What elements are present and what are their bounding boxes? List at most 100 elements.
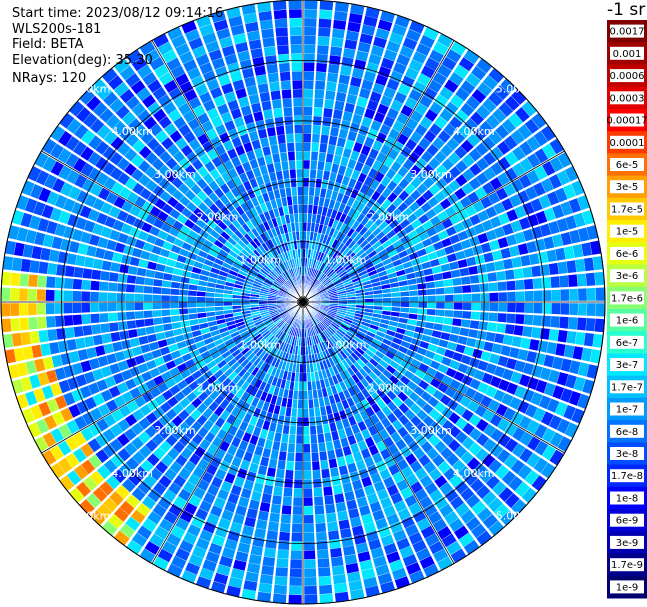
gate-cell: [261, 313, 270, 318]
gate-cell: [563, 184, 576, 199]
gate-cell: [47, 262, 58, 275]
gate-cell: [453, 294, 463, 302]
gate-cell: [242, 223, 251, 233]
gate-cell: [283, 261, 289, 271]
gate-cell: [314, 98, 324, 108]
gate-cell: [362, 258, 372, 267]
gate-cell: [29, 260, 40, 273]
gate-cell: [404, 266, 415, 274]
gate-cell: [335, 284, 345, 290]
gate-cell: [117, 448, 131, 462]
gate-cell: [21, 180, 35, 196]
gate-cell: [259, 213, 267, 223]
gate-cell: [253, 346, 262, 355]
gate-cell: [44, 174, 58, 189]
ray-gap: [302, 301, 468, 556]
gate-cell: [409, 570, 425, 584]
gate-cell: [347, 462, 358, 474]
gate-cell: [285, 469, 294, 480]
gate-cell: [125, 73, 141, 88]
gate-cell: [230, 568, 245, 580]
gate-cell: [488, 192, 501, 205]
gate-cell: [368, 148, 379, 160]
gate-cell: [89, 234, 100, 246]
gate-cell: [568, 391, 582, 406]
gate-cell: [346, 293, 356, 298]
gate-cell: [582, 379, 595, 394]
gate-cell: [420, 202, 432, 213]
gate-cell: [406, 380, 418, 391]
gate-cell: [380, 95, 393, 107]
gate-cell: [433, 41, 449, 56]
colorbar-label-bg: [610, 224, 644, 238]
gate-cell: [42, 432, 57, 448]
gate-cell: [380, 10, 395, 23]
gate-cell: [385, 424, 397, 436]
gate-cell: [354, 488, 366, 499]
gate-cell: [437, 130, 451, 143]
gate-cell: [98, 403, 111, 417]
gate-cell: [469, 275, 480, 284]
gate-cell: [220, 205, 230, 216]
gate-cell: [96, 124, 111, 139]
gate-cell: [439, 482, 453, 496]
gate-cell: [192, 159, 204, 171]
gate-cell: [434, 280, 444, 288]
gate-cell: [100, 323, 110, 333]
gate-cell: [270, 312, 280, 318]
gate-cell: [253, 407, 262, 418]
gate-cell: [366, 198, 376, 209]
gate-cell: [321, 341, 327, 351]
gate-cell: [337, 352, 345, 362]
gate-cell: [231, 136, 242, 148]
gate-cell: [34, 152, 49, 168]
gate-cell: [540, 462, 556, 479]
gate-cell: [468, 177, 481, 190]
gate-cell: [416, 276, 426, 284]
gate-cell: [474, 404, 487, 418]
gate-cell: [272, 257, 279, 266]
gate-cell: [368, 371, 378, 381]
gate-cell: [571, 408, 585, 424]
gate-cell: [311, 443, 319, 453]
gate-cell: [340, 65, 352, 76]
gate-cell: [261, 242, 269, 252]
gate-cell: [258, 299, 268, 302]
gate-cell: [22, 346, 34, 360]
gate-cell: [90, 280, 100, 291]
gate-cell: [103, 459, 118, 474]
gate-cell: [228, 223, 238, 233]
gate-cell: [477, 507, 493, 522]
gate-cell: [161, 222, 172, 233]
gate-cell: [425, 244, 436, 254]
gate-cell: [297, 195, 303, 205]
ray-gap: [302, 285, 605, 303]
gate-cell: [262, 282, 272, 288]
gate-cell: [495, 187, 508, 201]
gate-cell: [239, 59, 253, 71]
gate-cell: [188, 494, 202, 507]
gate-cell: [114, 58, 130, 74]
gate-cell: [209, 272, 219, 279]
ray-gap: [7, 238, 304, 303]
gate-cell: [288, 160, 296, 170]
gate-cell: [226, 320, 236, 327]
gate-cell: [149, 387, 162, 398]
gate-cell: [483, 152, 497, 166]
gate-cell: [228, 15, 243, 28]
gate-cell: [520, 255, 531, 267]
gate-cell: [419, 496, 433, 509]
gate-cell: [402, 261, 413, 269]
gate-cell: [224, 338, 234, 346]
gate-cell: [388, 277, 399, 284]
gate-cell: [50, 462, 66, 479]
gate-cell: [219, 440, 230, 452]
gate-cell: [441, 218, 453, 229]
gate-cell: [268, 293, 278, 297]
gate-cell: [250, 309, 260, 313]
gate-cell: [143, 242, 154, 252]
gate-cell: [266, 321, 275, 328]
gate-cell: [575, 258, 586, 272]
gate-cell: [524, 290, 534, 301]
gate-cell: [170, 281, 181, 289]
